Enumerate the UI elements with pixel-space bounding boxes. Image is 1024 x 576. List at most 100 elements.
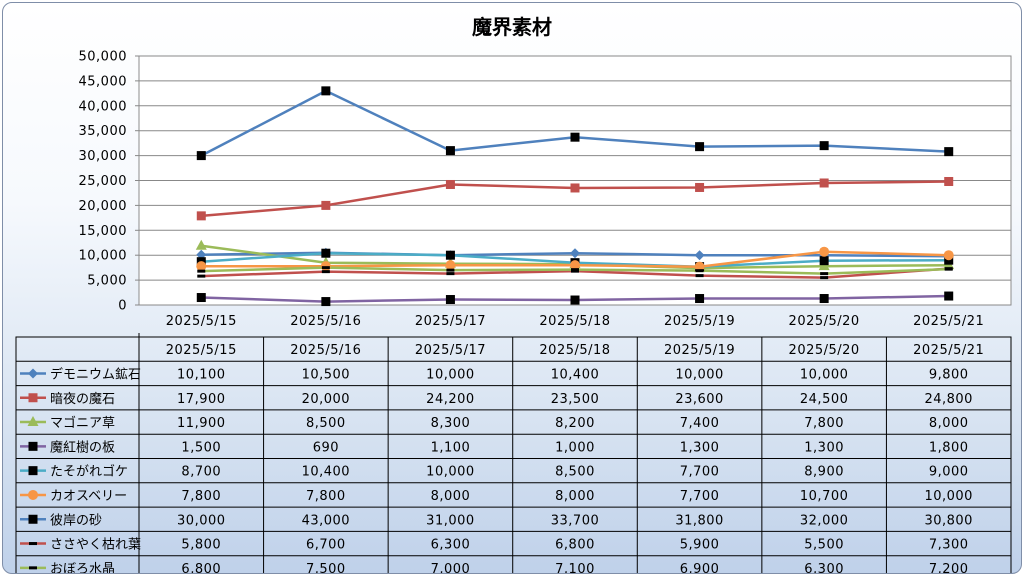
- table-value-cell: 7,100: [555, 562, 595, 573]
- table-value-cell: 6,300: [431, 538, 471, 553]
- table-value-cell: 1,500: [181, 440, 221, 455]
- legend-series-name: おぼろ水晶: [50, 562, 115, 573]
- line-chart: 魔界素材 0 5,000 10,000 15,000 20,000 25,000 30,00…: [15, 15, 1012, 573]
- data-point: [321, 86, 331, 96]
- data-point: [321, 200, 331, 210]
- table-value-cell: 6,300: [804, 562, 844, 573]
- data-point: [28, 393, 38, 403]
- x-tick-label: 2025/5/20: [789, 314, 860, 329]
- table-value-cell: 1,000: [555, 440, 595, 455]
- data-point: [28, 514, 38, 524]
- data-point: [694, 250, 705, 261]
- table-value-cell: 7,300: [929, 538, 969, 553]
- data-point: [197, 269, 206, 273]
- table-value-cell: 23,600: [675, 392, 724, 407]
- table-value-cell: 7,800: [804, 416, 844, 431]
- legend-series-name: カオスベリー: [50, 489, 127, 504]
- data-point: [445, 179, 455, 189]
- data-point: [29, 566, 37, 570]
- table-header-cell: 2025/5/19: [664, 343, 735, 358]
- data-point: [944, 147, 954, 157]
- data-point: [321, 297, 331, 307]
- y-tick-label: 45,000: [79, 74, 128, 89]
- table-value-cell: 30,000: [177, 513, 226, 528]
- y-tick-label: 40,000: [79, 99, 128, 114]
- data-point: [28, 489, 38, 500]
- table-header-cell: 2025/5/18: [539, 343, 610, 358]
- table-value-cell: 30,800: [924, 513, 973, 528]
- data-point: [819, 294, 829, 304]
- table-value-cell: 33,700: [551, 513, 600, 528]
- legend-series-name: 魔紅樹の板: [50, 440, 115, 455]
- y-tick-label: 30,000: [79, 149, 128, 164]
- data-point: [570, 260, 580, 271]
- table-value-cell: 5,900: [680, 538, 720, 553]
- data-point: [196, 211, 206, 221]
- data-point: [943, 250, 954, 261]
- data-point: [819, 246, 830, 257]
- table-value-cell: 7,800: [306, 489, 346, 504]
- table-value-cell: 6,800: [555, 538, 595, 553]
- data-point: [28, 466, 38, 476]
- y-tick-label: 25,000: [79, 174, 128, 189]
- table-value-cell: 10,000: [800, 367, 849, 382]
- data-point: [820, 272, 829, 276]
- y-tick-label: 5,000: [87, 274, 127, 289]
- data-point: [27, 416, 39, 427]
- table-value-cell: 6,700: [306, 538, 346, 553]
- data-point: [571, 268, 579, 272]
- table-value-cell: 8,300: [431, 416, 471, 431]
- table-value-cell: 8,500: [306, 416, 346, 431]
- table-value-cell: 10,100: [177, 367, 226, 382]
- data-point: [28, 441, 38, 451]
- table-value-cell: 8,000: [431, 489, 471, 504]
- data-point: [695, 182, 705, 192]
- y-tick-label: 15,000: [79, 224, 128, 239]
- table-value-cell: 10,500: [302, 367, 351, 382]
- data-point: [820, 276, 829, 280]
- legend-series-name: 暗夜の魔石: [50, 392, 115, 407]
- data-point: [445, 295, 455, 305]
- data-point: [29, 542, 37, 546]
- table-value-cell: 24,500: [800, 392, 849, 407]
- data-point: [321, 248, 331, 258]
- data-point: [196, 293, 206, 303]
- table-value-cell: 8,700: [181, 465, 221, 480]
- table-value-cell: 24,200: [426, 392, 475, 407]
- data-point: [944, 291, 954, 301]
- data-point: [321, 266, 330, 270]
- table-header-cell: 2025/5/21: [913, 343, 984, 358]
- data-point: [695, 274, 704, 278]
- series-markers: [195, 86, 955, 307]
- data-point: [197, 274, 206, 278]
- table-value-cell: 10,000: [426, 367, 475, 382]
- table-value-cell: 10,700: [800, 489, 849, 504]
- data-point: [196, 151, 206, 161]
- table-value-cell: 7,000: [431, 562, 471, 573]
- table-value-cell: 7,800: [181, 489, 221, 504]
- table-value-cell: 7,400: [680, 416, 720, 431]
- data-point: [695, 142, 705, 152]
- data-point: [28, 368, 38, 379]
- data-point: [446, 272, 455, 276]
- x-tick-label: 2025/5/21: [913, 314, 984, 329]
- data-point: [819, 256, 829, 266]
- table-value-cell: 7,700: [680, 489, 720, 504]
- data-point: [570, 248, 580, 259]
- table-value-cell: 6,800: [181, 562, 221, 573]
- legend-series-name: 彼岸の砂: [50, 513, 102, 528]
- table-value-cell: 11,900: [177, 416, 226, 431]
- table-value-cell: 8,000: [555, 489, 595, 504]
- table-value-cell: 23,500: [551, 392, 600, 407]
- table-value-cell: 31,800: [675, 513, 724, 528]
- table-value-cell: 1,300: [804, 440, 844, 455]
- table-value-cell: 9,800: [929, 367, 969, 382]
- y-tick-label: 0: [118, 299, 127, 314]
- data-point: [570, 132, 580, 142]
- table-header-cell: 2025/5/20: [789, 343, 860, 358]
- table-value-cell: 17,900: [177, 392, 226, 407]
- table-value-cell: 10,000: [675, 367, 724, 382]
- chart-title: 魔界素材: [472, 15, 552, 39]
- table-value-cell: 10,000: [426, 465, 475, 480]
